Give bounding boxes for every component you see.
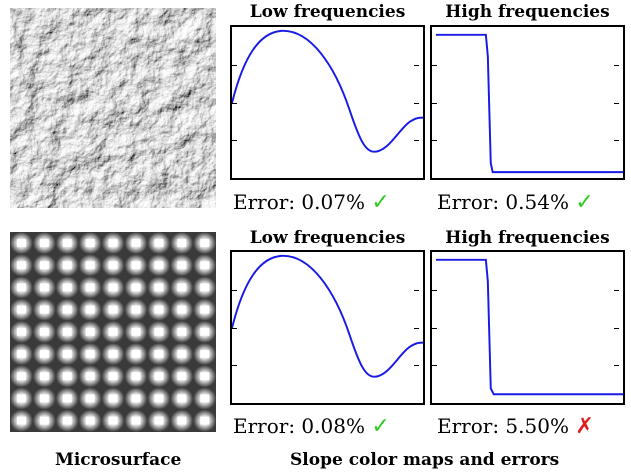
slope-plot-low-2 [230, 250, 425, 405]
curve-low-2 [232, 254, 423, 378]
rock-texture-graphic [10, 8, 216, 208]
panel-title-low-freq-1: Low frequencies [249, 2, 406, 22]
panel-title-high-freq-1: High frequencies [445, 2, 610, 22]
error-low-2: Error: 0.08% ✓ [233, 414, 390, 439]
curve-high-1 [435, 33, 623, 174]
axis-tick [232, 327, 237, 329]
axis-tick [614, 64, 619, 66]
microsurface-image-grid [10, 232, 216, 432]
axis-tick [614, 289, 619, 291]
axis-tick [432, 327, 437, 329]
axis-tick [414, 365, 419, 367]
slope-plot-low-1 [230, 25, 425, 180]
axis-tick [232, 102, 237, 104]
error-high-1: Error: 0.54% ✓ [437, 190, 594, 215]
axis-tick [432, 365, 437, 367]
panel-title-high-freq-2: High frequencies [445, 228, 610, 248]
axis-tick [614, 327, 619, 329]
axis-tick [414, 102, 419, 104]
axis-tick [614, 140, 619, 142]
cross-icon: ✗ [575, 414, 594, 439]
axis-tick [414, 64, 419, 66]
axis-tick [232, 289, 237, 291]
axis-tick [614, 365, 619, 367]
axis-tick [232, 140, 237, 142]
axis-tick [232, 365, 237, 367]
curve-low-1 [232, 29, 423, 153]
check-icon: ✓ [371, 190, 390, 215]
axis-tick [414, 289, 419, 291]
check-icon: ✓ [575, 190, 594, 215]
slope-plot-high-1 [430, 25, 625, 180]
axis-tick [232, 64, 237, 66]
microsurface-image-rock [10, 8, 216, 208]
axis-tick [432, 140, 437, 142]
caption-slope-maps: Slope color maps and errors [290, 450, 560, 470]
panel-title-low-freq-2: Low frequencies [249, 228, 406, 248]
check-icon: ✓ [371, 414, 390, 439]
curve-high-2 [435, 258, 623, 396]
axis-tick [432, 289, 437, 291]
error-low-1: Error: 0.07% ✓ [233, 190, 390, 215]
axis-tick [614, 102, 619, 104]
slope-plot-high-2 [430, 250, 625, 405]
axis-tick [414, 140, 419, 142]
axis-tick [414, 327, 419, 329]
axis-tick [432, 64, 437, 66]
bump-grid-graphic [10, 232, 216, 432]
caption-microsurface: Microsurface [55, 450, 182, 470]
error-high-2: Error: 5.50% ✗ [437, 414, 594, 439]
axis-tick [432, 102, 437, 104]
